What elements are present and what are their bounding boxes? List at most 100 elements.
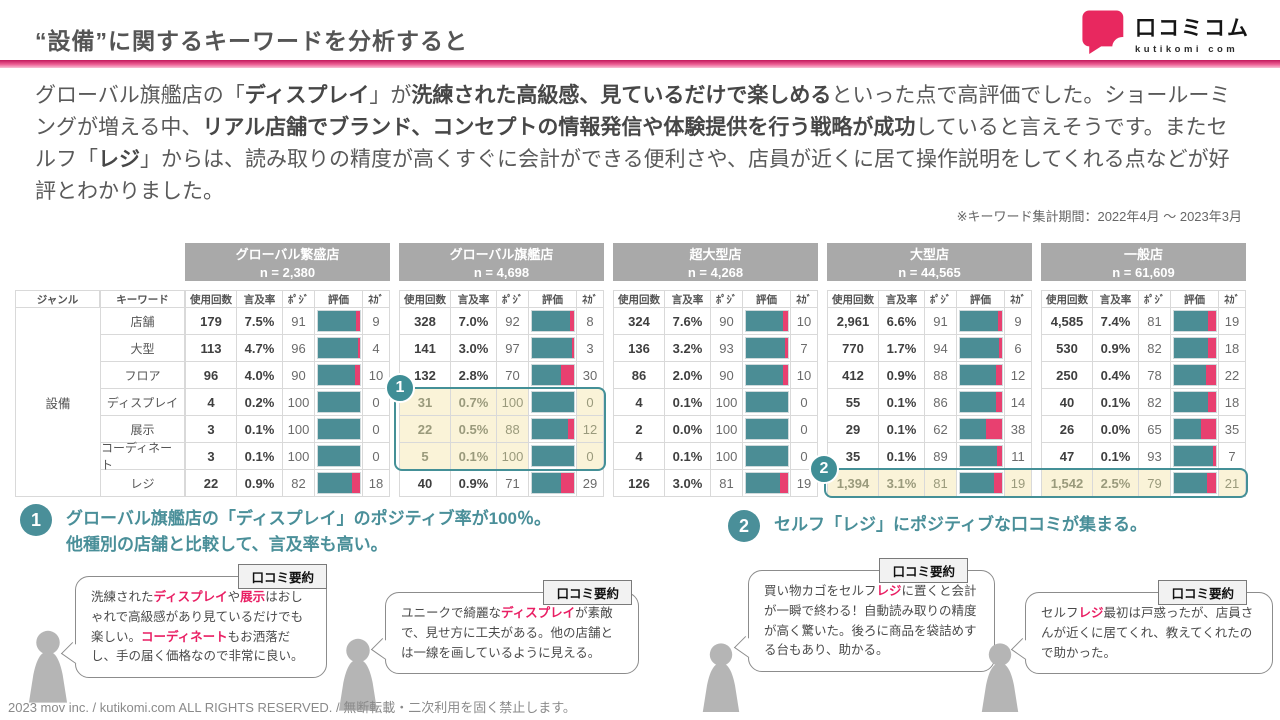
positive-cell: 100 [497,389,529,416]
keyword-cell: 展示 [100,416,185,443]
rating-bar [316,472,361,494]
metric-header: 使用回数 [613,290,665,308]
store-category-n: n = 4,698 [473,265,530,281]
negative-cell: 18 [1219,335,1246,362]
count-cell: 141 [399,335,451,362]
rating-bar [744,418,789,440]
negative-bar-segment [996,446,1002,466]
review-summary-label: 口コミ要約 [238,564,327,589]
negative-cell: 14 [1005,389,1032,416]
text-segment: 」が [369,84,412,107]
negative-cell: 12 [1005,362,1032,389]
highlighted-keyword: 洗練された高級感、見ているだけで楽しめる [411,84,832,107]
rating-bar-cell [957,362,1005,389]
keyword-cell: 大型 [100,335,185,362]
rating-bar [530,364,575,386]
annotation-2-badge: 2 [728,510,760,542]
rating-bar [958,364,1003,386]
person-icon [336,636,380,717]
store-category-header: 大型店 n = 44,565 [827,243,1032,281]
count-cell: 22 [185,470,237,497]
person-icon [26,628,70,709]
positive-cell: 90 [711,362,743,389]
negative-bar-segment [779,473,788,493]
rate-cell: 0.1% [665,443,711,470]
rating-bar [316,391,361,413]
annotation-2: 2 セルフ「レジ」にポジティブな口コミが集まる。 [728,510,1147,542]
store-category-name: グローバル旗艦店 [449,247,554,262]
group-data-cells: 47 0.1% 93 7 [1041,443,1246,470]
rate-cell: 0.9% [451,470,497,497]
group-data-cells: 126 3.0% 81 19 [613,470,818,497]
negative-cell: 6 [1005,335,1032,362]
rate-cell: 2.0% [665,362,711,389]
negative-bar-segment [1207,392,1216,412]
rating-bar-cell [743,308,791,335]
rating-bar-cell [315,470,363,497]
annotation-1-line-2: 他種別の店舗と比較して、言及率も高い。 [66,534,388,554]
negative-cell: 0 [363,389,390,416]
group-header-cells: 使用回数 言及率 ﾎﾟｼﾞ 評価 ﾈｶﾞ [399,290,604,308]
rating-bar-cell [743,389,791,416]
positive-cell: 94 [925,335,957,362]
annotation-2-line-1: セルフ「レジ」にポジティブな口コミが集まる。 [774,515,1147,534]
negative-cell: 9 [1005,308,1032,335]
negative-bar-segment [1207,338,1216,358]
positive-cell: 86 [925,389,957,416]
negative-cell: 22 [1219,362,1246,389]
review-bubble-group-3: 買い物カゴをセルフレジに置くと会計が一瞬で終わる！自動読み取りの精度が高く驚いた… [690,556,1002,716]
store-category-n: n = 44,565 [898,265,961,281]
rate-cell: 0.1% [237,416,283,443]
group-data-cells: 132 2.8% 70 30 [399,362,604,389]
rating-bar-cell [957,335,1005,362]
group-data-cells: 4 0.2% 100 0 [185,389,390,416]
keyword-cell: 店舗 [100,308,185,335]
text-segment: セルフ [1041,606,1079,620]
rating-bar [744,391,789,413]
negative-cell: 38 [1005,416,1032,443]
highlighted-keyword: ディスプレイ [153,590,228,604]
negative-bar-segment [783,311,788,331]
positive-cell: 91 [925,308,957,335]
rating-bar-cell [529,389,577,416]
keyword-column-header: キーワード [100,290,185,308]
negative-cell: 0 [791,389,818,416]
rating-bar [744,364,789,386]
rating-bar-cell [315,443,363,470]
positive-cell: 81 [711,470,743,497]
negative-bar-segment [561,473,574,493]
person-icon [698,642,744,717]
rating-bar-cell [529,416,577,443]
negative-bar-segment [783,365,788,385]
rating-bar-cell [743,335,791,362]
rate-cell: 0.1% [237,443,283,470]
group-data-cells: 26 0.0% 65 35 [1041,416,1246,443]
store-category-name: グローバル繁盛店 [235,247,340,262]
store-category-name: 超大型店 [689,247,742,262]
person-icon [977,642,1023,717]
rating-bar-cell [1171,416,1219,443]
highlighted-keyword: レジ [1078,606,1104,620]
table-row: 店舗 179 7.5% 91 9 328 7.0% 92 8 324 7.6% 90 10 2,961 6.… [15,308,1246,335]
table-row: フロア 96 4.0% 90 10 132 2.8% 70 30 86 2.0% 90 10 412 0.9… [15,362,1246,389]
negative-bar-segment [357,338,360,358]
metric-header: 言及率 [1093,290,1139,308]
copyright-footer: 2023 mov inc. / kutikomi.com ALL RIGHTS … [8,700,576,715]
group-data-cells: 2,961 6.6% 91 9 [827,308,1032,335]
group-data-cells: 29 0.1% 62 38 [827,416,1032,443]
group-data-cells: 40 0.9% 71 29 [399,470,604,497]
table-highlight-badge: 2 [809,454,839,484]
negative-bar-segment [1207,311,1216,331]
rate-cell: 1.7% [879,335,925,362]
rating-bar-cell [1171,308,1219,335]
review-bubble-group-4: セルフレジ最初は戸惑ったが、店員さんが近くに居てくれ、教えてくれたので助かった。… [975,572,1275,717]
count-cell: 26 [1041,416,1093,443]
positive-cell: 81 [1139,308,1171,335]
positive-cell: 81 [925,470,957,497]
positive-cell: 93 [1139,443,1171,470]
group-data-cells: 55 0.1% 86 14 [827,389,1032,416]
highlighted-keyword: レジ [98,148,140,172]
count-cell: 3 [185,416,237,443]
metric-header: ﾎﾟｼﾞ [1139,290,1171,308]
text-segment: していると言えそうです。またセルフ「 [35,116,1228,172]
